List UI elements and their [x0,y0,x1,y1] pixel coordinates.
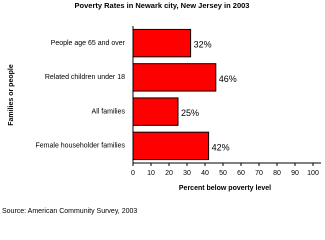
x-tick-label: 40 [201,170,209,177]
x-tick-label: 20 [165,170,173,177]
y-tick-label: People age 65 and over [51,40,126,47]
value-label: 42% [212,142,230,152]
x-tick-label: 70 [255,170,263,177]
x-tick-label: 100 [307,170,319,177]
y-tick-label: Female householder families [36,143,126,150]
bar [132,97,179,126]
y-axis-label: Families or people [8,64,15,126]
chart: Poverty Rates in Newark city, New Jersey… [2,1,321,215]
x-axis-label: Percent below poverty level [179,185,271,192]
x-tick-label: 90 [291,170,299,177]
x-tick-label: 10 [147,170,155,177]
y-tick-label: Related children under 18 [45,74,125,81]
bar [132,131,210,161]
x-tick-label: 30 [183,170,191,177]
value-label: 25% [181,108,199,118]
chart-title: Poverty Rates in Newark city, New Jersey… [75,1,250,10]
x-tick-label: 0 [131,170,135,177]
source-note: Source: American Community Survey, 2003 [2,208,137,215]
x-tick-label: 50 [219,170,227,177]
x-tick-label: 60 [237,170,245,177]
x-tick-label: 80 [273,170,281,177]
value-label: 46% [219,74,237,84]
bar [132,63,217,92]
bar [132,28,192,58]
y-tick-label: All families [92,108,126,115]
value-label: 32% [194,40,212,50]
